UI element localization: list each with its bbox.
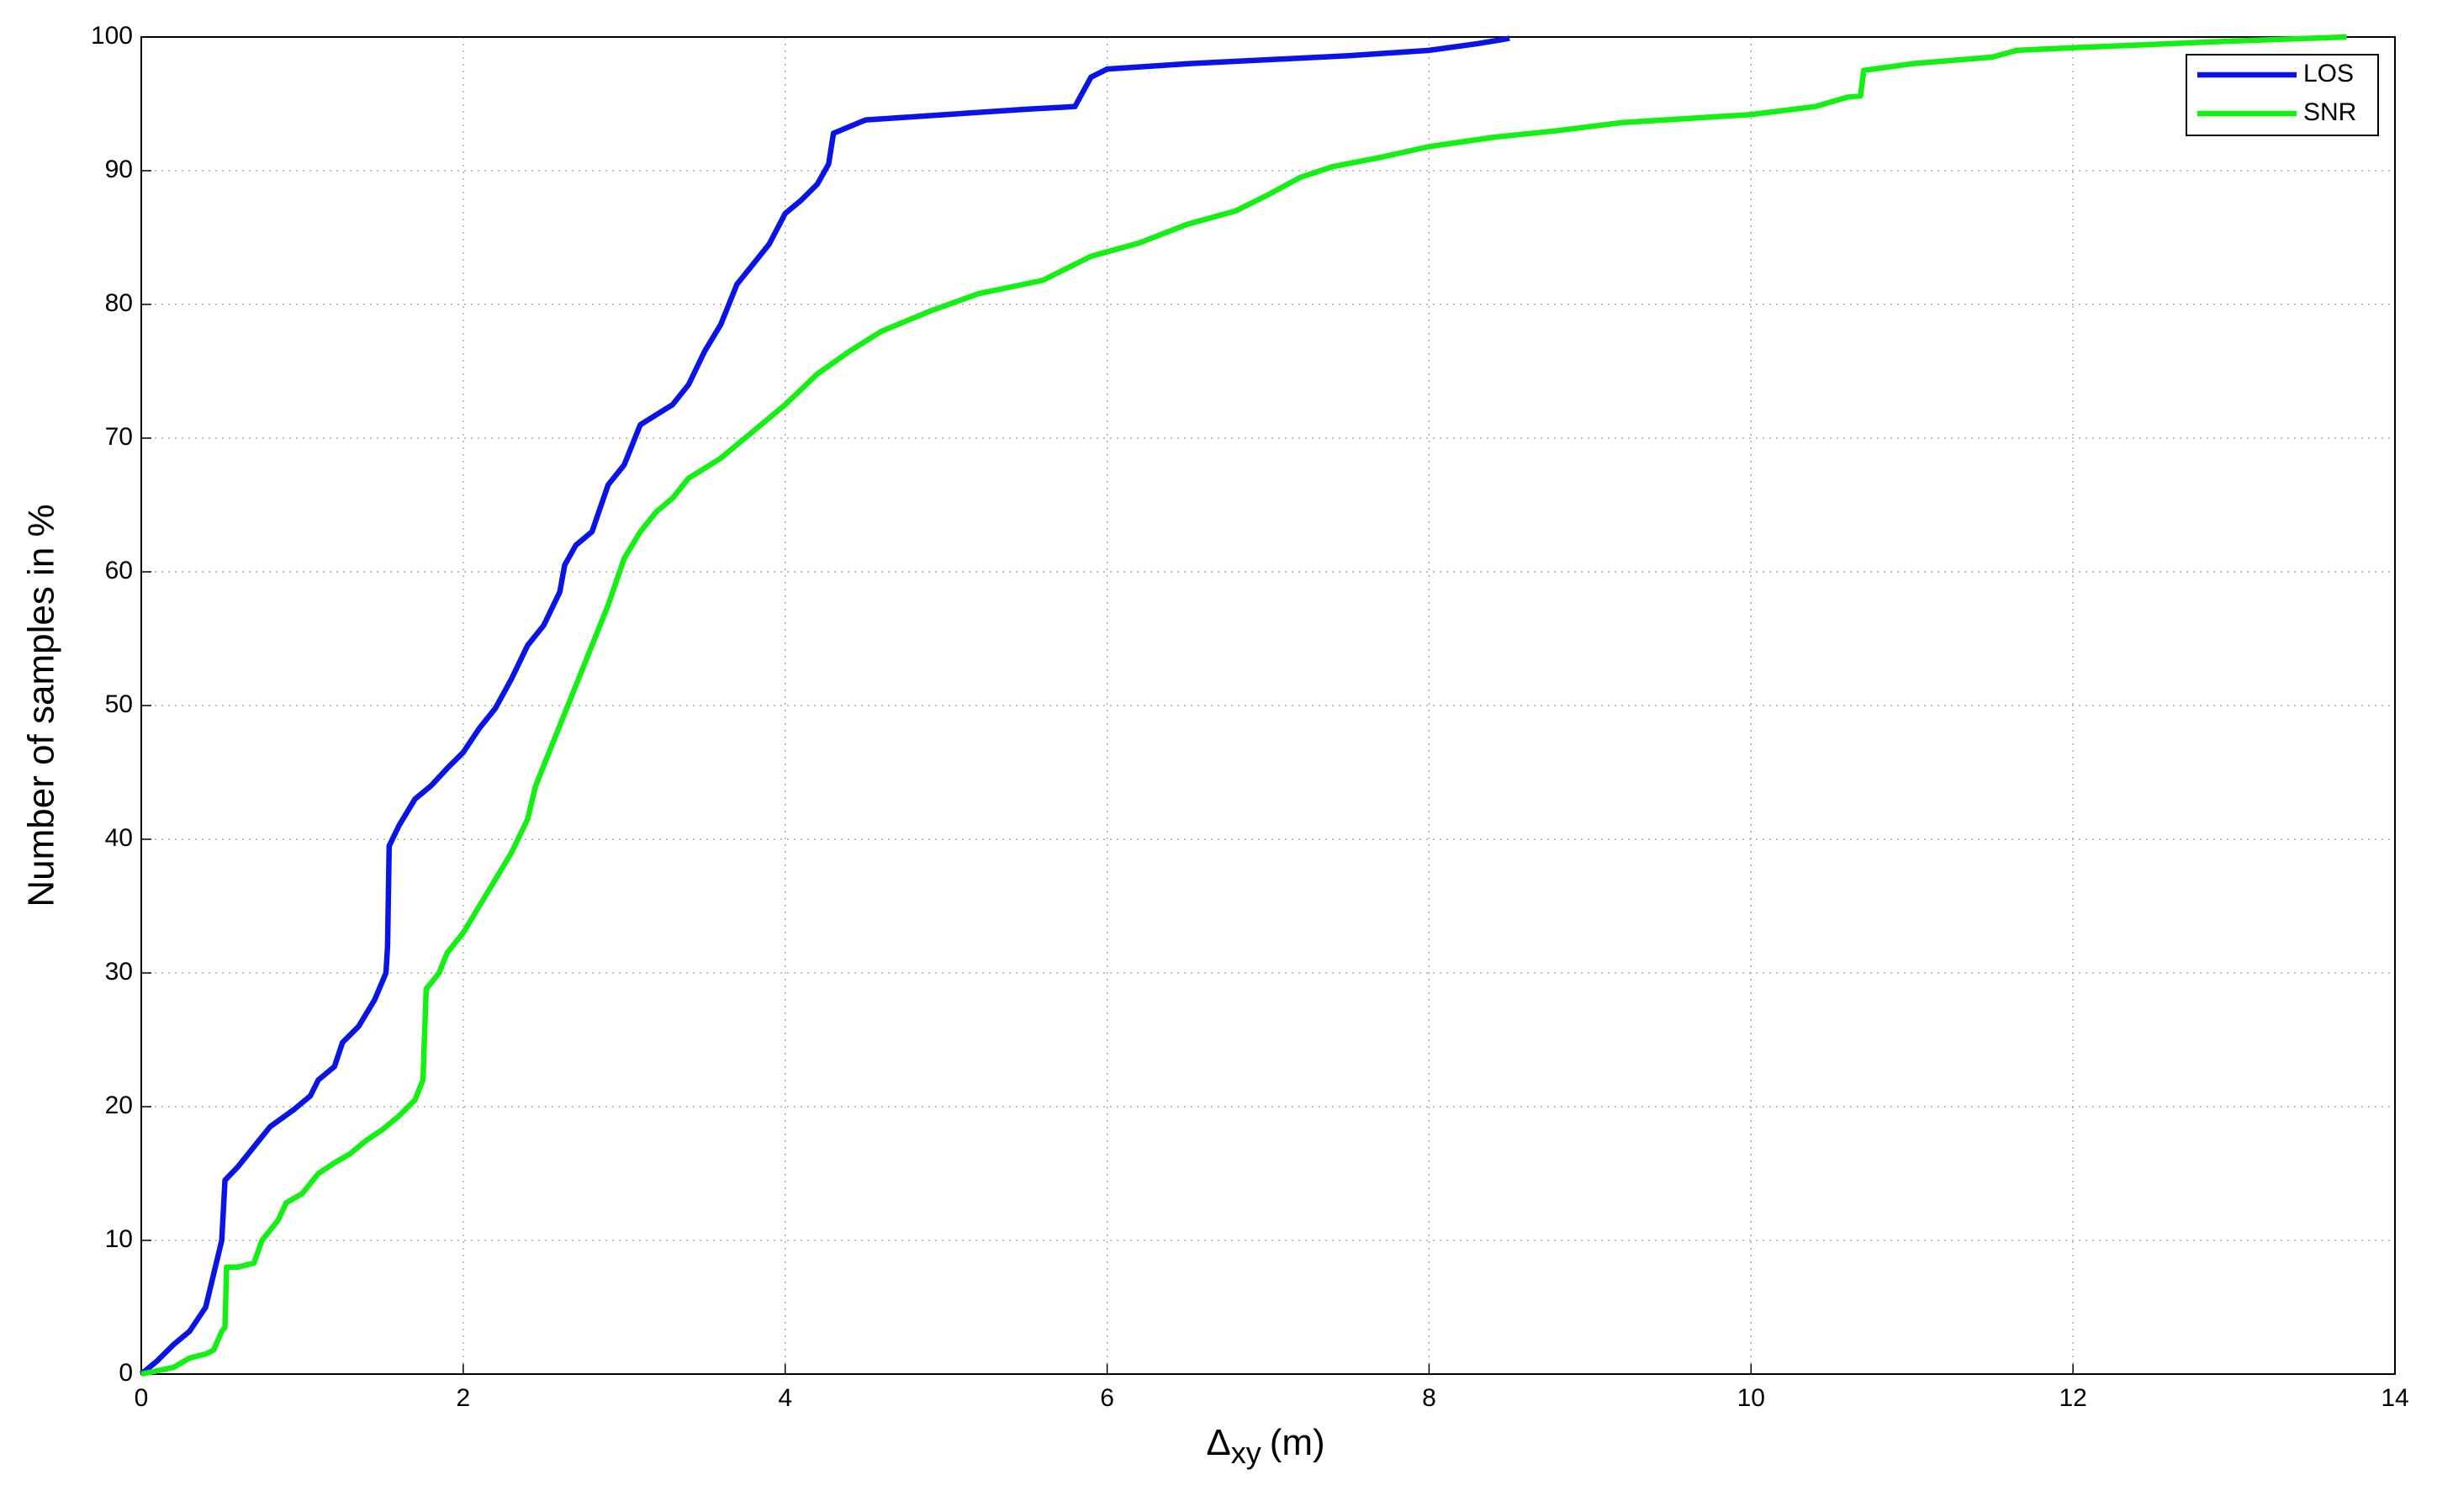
y-tick-label: 0 — [119, 1359, 133, 1387]
x-tick-label: 14 — [2381, 1384, 2408, 1412]
x-label-unit: (m) — [1270, 1422, 1325, 1463]
axes-box — [140, 36, 2396, 1375]
x-label-symbol: Δ — [1206, 1422, 1230, 1463]
y-tick-label: 100 — [91, 22, 133, 50]
y-tick-label: 40 — [105, 824, 133, 852]
x-tick-label: 8 — [1422, 1384, 1436, 1412]
y-tick-label: 50 — [105, 690, 133, 718]
x-tick-label: 4 — [778, 1384, 792, 1412]
line-series — [139, 35, 1510, 1377]
x-tick-label: 6 — [1100, 1384, 1114, 1412]
y-tick-label: 90 — [105, 156, 133, 183]
legend-label: LOS — [2303, 60, 2354, 87]
y-tick-label: 80 — [105, 289, 133, 317]
x-tick-label: 2 — [457, 1384, 471, 1412]
x-label-subscript: xy — [1231, 1435, 1261, 1470]
y-tick-label: 60 — [105, 557, 133, 584]
legend-label: SNR — [2303, 98, 2356, 126]
x-tick-label: 12 — [2059, 1384, 2086, 1412]
y-tick-label: 20 — [105, 1092, 133, 1119]
y-tick-label: 70 — [105, 423, 133, 451]
legend-box — [2186, 54, 2379, 136]
y-tick-label: 10 — [105, 1225, 133, 1253]
line-series — [140, 34, 2347, 1377]
y-axis-label: Number of samples in % — [21, 504, 62, 907]
x-axis-label: Δxy (m) — [1206, 1422, 1324, 1470]
y-tick-label: 30 — [105, 958, 133, 986]
x-tick-label: 0 — [135, 1384, 149, 1412]
x-tick-label: 10 — [1737, 1384, 1765, 1412]
